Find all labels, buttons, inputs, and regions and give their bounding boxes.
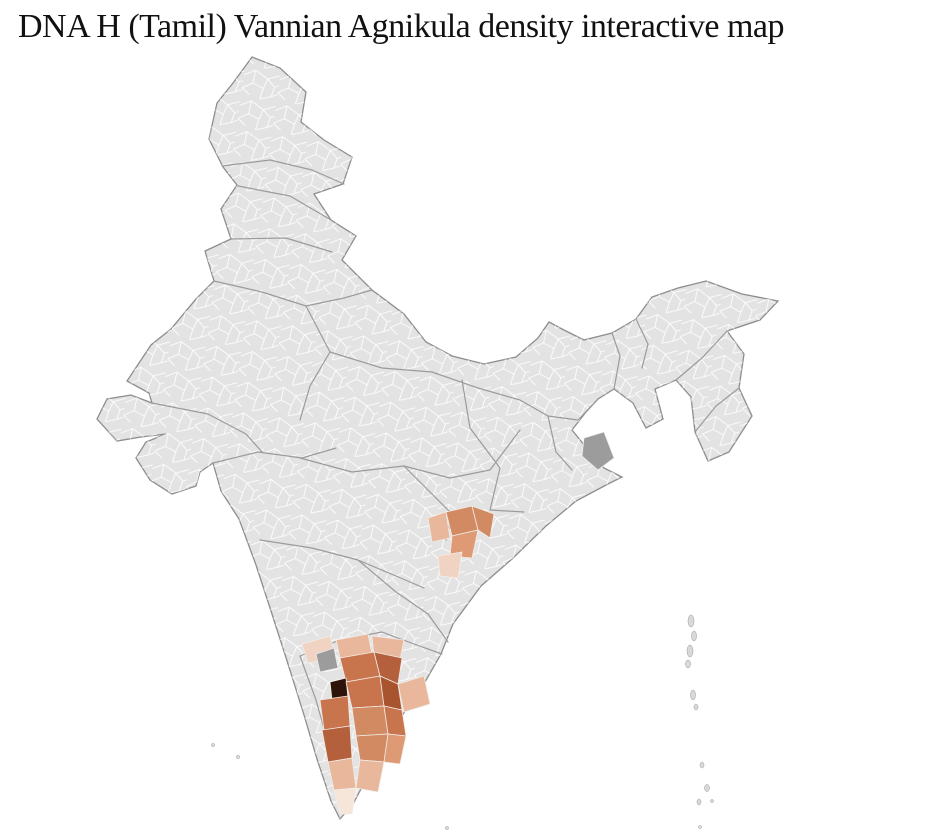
district-highlight[interactable] [397,675,431,713]
state-border-line [357,559,449,643]
state-border-line [299,305,331,421]
district-highlight[interactable] [333,787,357,815]
state-border-line [547,415,573,471]
lakshadweep-islands [211,743,449,830]
island [698,825,702,829]
state-border-line [403,465,453,541]
state-border-line [299,429,521,479]
island [690,689,696,701]
district-highlight[interactable] [345,675,385,709]
gray-district[interactable] [581,431,615,471]
state-border-line [611,332,621,390]
island [686,644,694,658]
island [687,614,695,628]
district-boundaries-mesh [97,57,778,819]
district-highlight[interactable] [383,733,407,765]
andaman-nicobar-islands [685,614,714,829]
state-border-line [230,237,333,253]
state-border-line [237,185,332,221]
island [236,755,240,759]
island [710,799,714,803]
state-borders [151,159,740,793]
state-border-line [519,398,599,421]
district-highlight[interactable] [471,505,495,539]
state-border-line [675,330,728,381]
district-highlight[interactable] [351,705,389,737]
district-highlight[interactable] [449,529,479,559]
state-border-line [221,159,345,185]
state-border-line [635,318,649,369]
island [693,703,699,711]
island [211,743,215,747]
andhra-density-cluster [427,505,495,579]
state-border-line [329,351,521,401]
island [696,798,702,806]
page-title: DNA H (Tamil) Vannian Agnikula density i… [18,8,785,45]
state-border-line [694,387,740,433]
state-border-line [151,402,263,453]
district-highlight[interactable] [355,759,385,793]
island [685,659,691,669]
island [704,784,710,792]
gray-district[interactable] [315,647,339,673]
island [699,761,705,769]
state-border-line [461,379,525,513]
district-highlight[interactable] [427,511,451,543]
district-highlight[interactable] [437,551,463,579]
district-highlight[interactable] [319,695,351,731]
island [445,826,449,830]
tamil-nadu-density-cluster [301,633,431,815]
island [691,630,697,642]
district-highlight[interactable] [355,733,389,763]
state-border-line [212,447,337,464]
